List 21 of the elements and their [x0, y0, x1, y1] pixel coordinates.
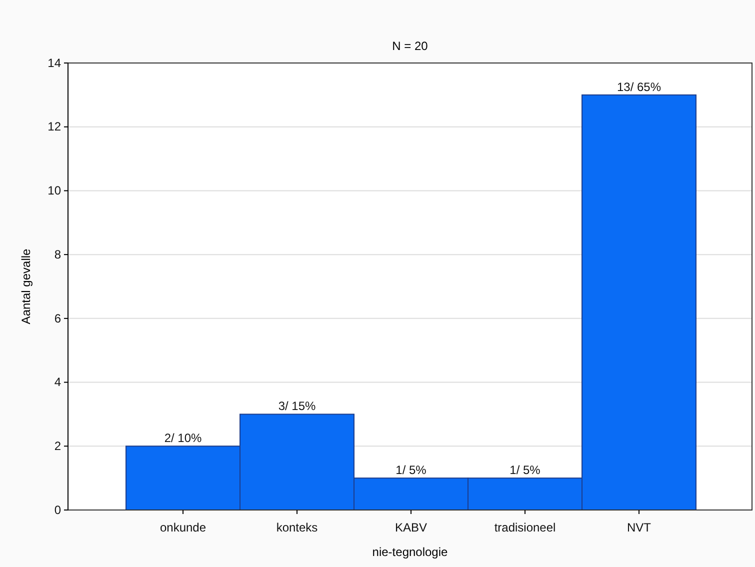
data-label: 2/ 10%: [164, 431, 202, 446]
x-tick-label: onkunde: [160, 520, 206, 534]
data-label: 13/ 65%: [616, 80, 662, 94]
y-tick-label: 2: [54, 438, 62, 453]
data-label: 1/ 5%: [510, 463, 541, 478]
y-tick-label: 6: [54, 311, 62, 326]
y-tick-label: 0: [54, 502, 62, 517]
data-label: 1/ 5%: [396, 463, 427, 478]
x-tick-label: konteks: [276, 520, 318, 534]
y-axis-title: Aantal gevalle: [19, 248, 33, 324]
y-tick-label: 14: [48, 56, 62, 70]
x-axis-title: nie-tegnologie: [372, 545, 448, 559]
y-tick-label: 12: [48, 120, 62, 134]
x-tick-label: NVT: [627, 520, 652, 534]
x-tick-label: KABV: [394, 520, 428, 534]
y-tick-label: 10: [48, 184, 62, 198]
y-tick-label: 8: [54, 247, 62, 262]
chart-title: N = 20: [392, 39, 428, 53]
data-label: 3/ 15%: [278, 399, 316, 414]
y-tick-label: 4: [54, 375, 62, 390]
x-tick-label: tradisioneel: [494, 520, 556, 534]
